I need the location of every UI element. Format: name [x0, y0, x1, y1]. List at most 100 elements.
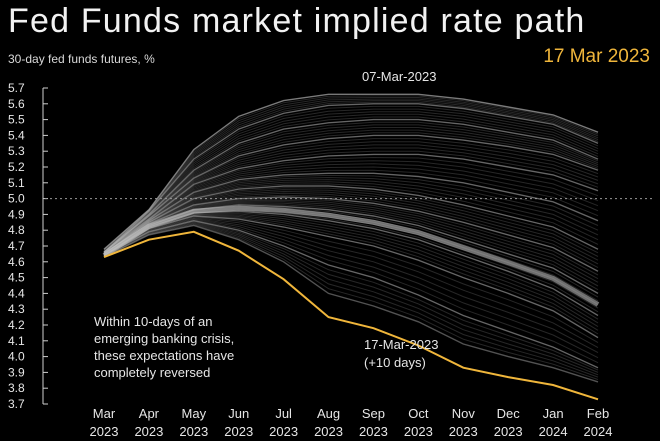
- x-tick-month: Feb: [587, 406, 609, 421]
- rate-path-line: [103, 101, 599, 253]
- rate-path-line: [103, 220, 599, 369]
- rate-path-line: [103, 129, 599, 253]
- x-tick-year: 2023: [224, 424, 253, 439]
- x-tick-year: 2023: [494, 424, 523, 439]
- rate-path-line: [103, 174, 599, 255]
- y-tick-label: 5.0: [8, 192, 25, 206]
- x-tick-month: Nov: [452, 406, 476, 421]
- chart-title: Fed Funds market implied rate path: [8, 2, 586, 40]
- rate-path-line: [103, 138, 599, 253]
- rate-path-line: [103, 134, 599, 253]
- rate-path-line: [103, 127, 599, 253]
- x-tick-year: 2023: [90, 424, 119, 439]
- rate-path-line: [103, 214, 599, 335]
- rate-path-line: [103, 98, 599, 252]
- rate-path-cluster: [102, 205, 600, 307]
- rate-path-line: [103, 124, 599, 253]
- annotation-line-1: Within 10-days of an: [94, 314, 213, 329]
- rate-path-line: [103, 199, 599, 280]
- x-tick-year: 2023: [314, 424, 343, 439]
- x-tick-month: Jul: [275, 406, 292, 421]
- rate-path-line: [103, 219, 599, 364]
- rate-paths-group: [102, 93, 600, 401]
- y-tick-label: 4.5: [8, 271, 25, 285]
- x-tick-month: Apr: [139, 406, 160, 421]
- rate-path-line: [103, 222, 599, 376]
- y-tick-label: 4.1: [8, 334, 25, 348]
- rate-path-line: [103, 202, 599, 287]
- rate-path-line: [103, 156, 599, 254]
- rate-path-band: [103, 224, 599, 383]
- rate-path-line: [103, 223, 599, 378]
- x-tick-year: 2023: [404, 424, 433, 439]
- y-tick-label: 5.2: [8, 160, 25, 174]
- rate-path-line: [103, 213, 599, 328]
- y-tick-label: 5.6: [8, 97, 25, 111]
- bottom-path-label-2: (+10 days): [364, 355, 426, 370]
- rate-path-line: [103, 95, 599, 251]
- rate-path-line: [103, 160, 599, 254]
- rate-path-band: [103, 185, 599, 255]
- x-tick-month: Oct: [408, 406, 429, 421]
- y-tick-label: 4.8: [8, 223, 25, 237]
- x-tick-month: Dec: [497, 406, 521, 421]
- rate-path-line: [103, 198, 599, 276]
- y-tick-label: 5.5: [8, 113, 25, 127]
- rate-path-line: [103, 201, 599, 283]
- y-axis: 3.73.83.94.04.14.24.34.44.54.64.74.84.95…: [8, 81, 48, 411]
- highlight-path-17-mar: [103, 230, 599, 401]
- x-tick-month: May: [182, 406, 207, 421]
- rate-path-line: [103, 216, 599, 344]
- rate-path-line: [103, 172, 599, 255]
- rate-path-line: [103, 150, 599, 253]
- rate-path-band: [103, 196, 599, 272]
- top-path-label: 07-Mar-2023: [362, 69, 436, 84]
- x-tick-year: 2024: [584, 424, 613, 439]
- rate-path-band: [103, 215, 599, 339]
- rate-path-line: [103, 179, 599, 255]
- rate-path-line: [103, 181, 599, 255]
- x-tick-year: 2023: [359, 424, 388, 439]
- rate-path-line: [103, 121, 599, 253]
- rate-path-line: [103, 103, 599, 253]
- x-tick-year: 2023: [134, 424, 163, 439]
- y-tick-label: 5.4: [8, 128, 25, 142]
- x-tick-year: 2023: [269, 424, 298, 439]
- annotation-line-2: emerging banking crisis,: [94, 331, 234, 346]
- date-label: 17 Mar 2023: [543, 46, 650, 67]
- y-tick-label: 4.7: [8, 239, 25, 253]
- x-tick-year: 2023: [449, 424, 478, 439]
- y-tick-label: 5.7: [8, 81, 25, 95]
- rate-path-band: [103, 172, 599, 255]
- rate-path-line: [103, 214, 599, 331]
- rate-path-line: [103, 187, 599, 255]
- rate-path-line: [103, 163, 599, 254]
- rate-path-band: [103, 93, 599, 250]
- bottom-path-label-1: 17-Mar-2023: [364, 337, 438, 352]
- y-tick-label: 3.8: [8, 381, 25, 395]
- rate-path-line: [103, 153, 599, 253]
- x-tick-month: Jun: [228, 406, 249, 421]
- y-tick-label: 5.1: [8, 176, 25, 190]
- annotation-line-3: these expectations have: [94, 348, 234, 363]
- rate-path-band: [103, 153, 599, 253]
- rate-path-line: [103, 111, 599, 253]
- rate-path-band: [103, 134, 599, 253]
- rate-path-line: [103, 119, 599, 253]
- x-tick-month: Sep: [362, 406, 385, 421]
- rate-path-line: [103, 217, 599, 349]
- y-tick-label: 4.2: [8, 318, 25, 332]
- rate-path-line: [103, 190, 599, 261]
- rate-path-line: [103, 144, 599, 253]
- rate-path-line: [103, 196, 599, 272]
- rate-path-band: [103, 118, 599, 253]
- rate-path-line: [103, 141, 599, 253]
- y-tick-label: 5.3: [8, 144, 25, 158]
- x-axis: Mar 2023 Apr 2023 May 2023 Jun 2023 Jul 2023 Aug 20…: [90, 406, 613, 439]
- y-tick-label: 3.7: [8, 397, 25, 411]
- x-tick-month: Jan: [543, 406, 564, 421]
- rate-path-line: [103, 189, 599, 257]
- rate-path-line: [103, 105, 599, 253]
- x-tick-month: Mar: [93, 406, 116, 421]
